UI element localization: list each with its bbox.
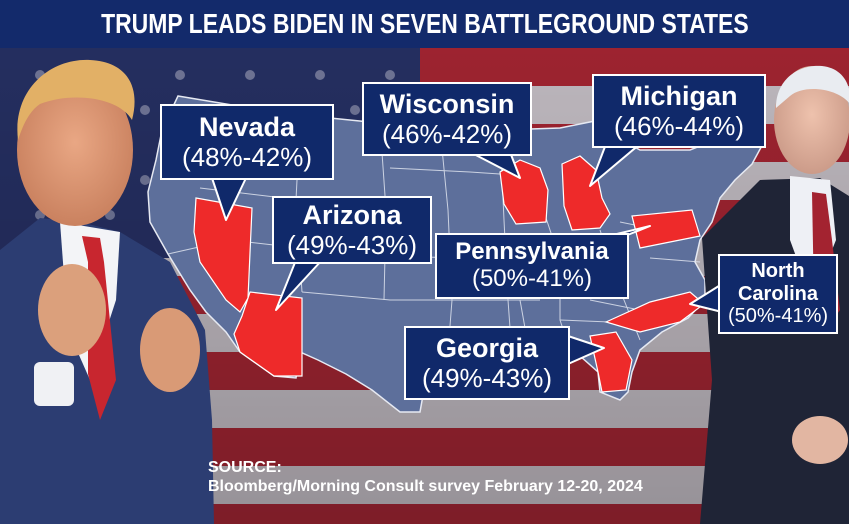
state-name-pennsylvania: Pennsylvania xyxy=(455,238,609,266)
callout-wisconsin: Wisconsin (46%-42%) xyxy=(362,82,532,156)
state-result-georgia: (49%-43%) xyxy=(421,362,553,393)
state-name-north-carolina-line1: North xyxy=(751,260,805,283)
trump-hand-right xyxy=(140,308,200,392)
callout-nevada: Nevada (48%-42%) xyxy=(160,104,334,180)
state-michigan-shape xyxy=(561,155,611,231)
trump-hand-left xyxy=(38,264,106,356)
state-result-wisconsin: (46%-42%) xyxy=(381,118,513,149)
state-name-nevada: Nevada xyxy=(198,112,296,143)
page-title: TRUMP LEADS BIDEN IN SEVEN BATTLEGROUND … xyxy=(100,8,749,39)
callout-arizona: Arizona (49%-43%) xyxy=(272,196,432,264)
source-text: Bloomberg/Morning Consult survey Februar… xyxy=(208,478,643,496)
state-result-pennsylvania: (50%-41%) xyxy=(471,265,593,292)
trump-cuff xyxy=(34,362,74,406)
callout-michigan: Michigan (46%-44%) xyxy=(592,74,766,148)
state-arizona-shape xyxy=(233,291,303,377)
callout-pennsylvania: Pennsylvania (50%-41%) xyxy=(435,233,629,299)
state-name-arizona: Arizona xyxy=(302,200,402,231)
state-name-north-carolina-line2: Carolina xyxy=(737,282,819,305)
trump-hair xyxy=(17,59,135,140)
trump-figure xyxy=(0,59,214,524)
callout-north-carolina: North Carolina (50%-41%) xyxy=(718,254,838,334)
biden-hands xyxy=(792,416,848,464)
title-bar: TRUMP LEADS BIDEN IN SEVEN BATTLEGROUND … xyxy=(0,0,849,48)
source-label: SOURCE: xyxy=(208,459,282,476)
callout-georgia: Georgia (49%-43%) xyxy=(404,326,570,400)
state-result-michigan: (46%-44%) xyxy=(613,110,745,141)
biden-hair xyxy=(776,65,849,108)
state-name-michigan: Michigan xyxy=(620,81,738,112)
source-note: SOURCE: Bloomberg/Morning Consult survey… xyxy=(208,458,643,496)
state-name-georgia: Georgia xyxy=(435,333,539,364)
trump-head xyxy=(17,74,133,226)
state-result-nevada: (48%-42%) xyxy=(181,141,313,172)
state-result-north-carolina: (50%-41%) xyxy=(727,305,829,328)
state-result-arizona: (49%-43%) xyxy=(286,229,418,260)
state-nevada-shape xyxy=(193,197,253,313)
state-name-wisconsin: Wisconsin xyxy=(379,89,515,120)
